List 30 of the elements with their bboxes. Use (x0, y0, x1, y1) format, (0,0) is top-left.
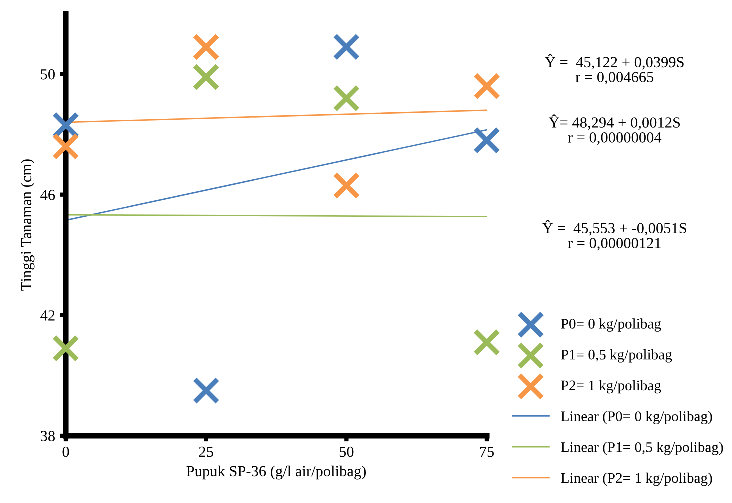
legend-label: P0= 0 kg/polibag (561, 318, 662, 332)
point (473, 328, 501, 356)
legend-label: P1= 0,5 kg/polibag (561, 349, 672, 363)
y-tick-label: 50 (41, 69, 55, 80)
point (192, 34, 220, 61)
x-axis-title: Pupuk SP-36 (g/l air/polibag) (186, 466, 366, 480)
x-tick-label: 25 (199, 446, 214, 458)
legend-label: Linear (P2= 1 kg/polibag) (561, 472, 712, 486)
x-tick-label: 0 (62, 446, 70, 458)
y-tick-label: 38 (41, 431, 55, 442)
legend-label: Linear (P1= 0,5 kg/polibag) (561, 442, 724, 456)
point (333, 172, 360, 200)
point (192, 64, 220, 91)
x-tick-label: 50 (340, 446, 354, 458)
text: Ŷ= 48,294 + 0,0012S r = 0,00000004 (548, 114, 680, 146)
legend-label: Linear (P0= 0 kg/polibag) (561, 411, 712, 424)
y-axis-title: Tinggi Tanaman (cm) (20, 160, 35, 291)
x-tick-label: 75 (480, 447, 494, 458)
text: Ŷ = 45,122 + 0,0399S r = 0,004665 (545, 54, 684, 85)
y-tick-label: 42 (40, 310, 55, 321)
point (192, 377, 220, 404)
legend-label: P2= 1 kg/polibag (561, 380, 662, 394)
y-tick-label: 46 (40, 190, 56, 200)
point (333, 84, 360, 112)
point (52, 133, 80, 160)
point (473, 72, 501, 100)
point (333, 34, 360, 61)
point (52, 334, 80, 362)
point (473, 126, 501, 154)
text: Ŷ = 45,553 + -0,0051S r = 0,00000121 (542, 220, 686, 251)
